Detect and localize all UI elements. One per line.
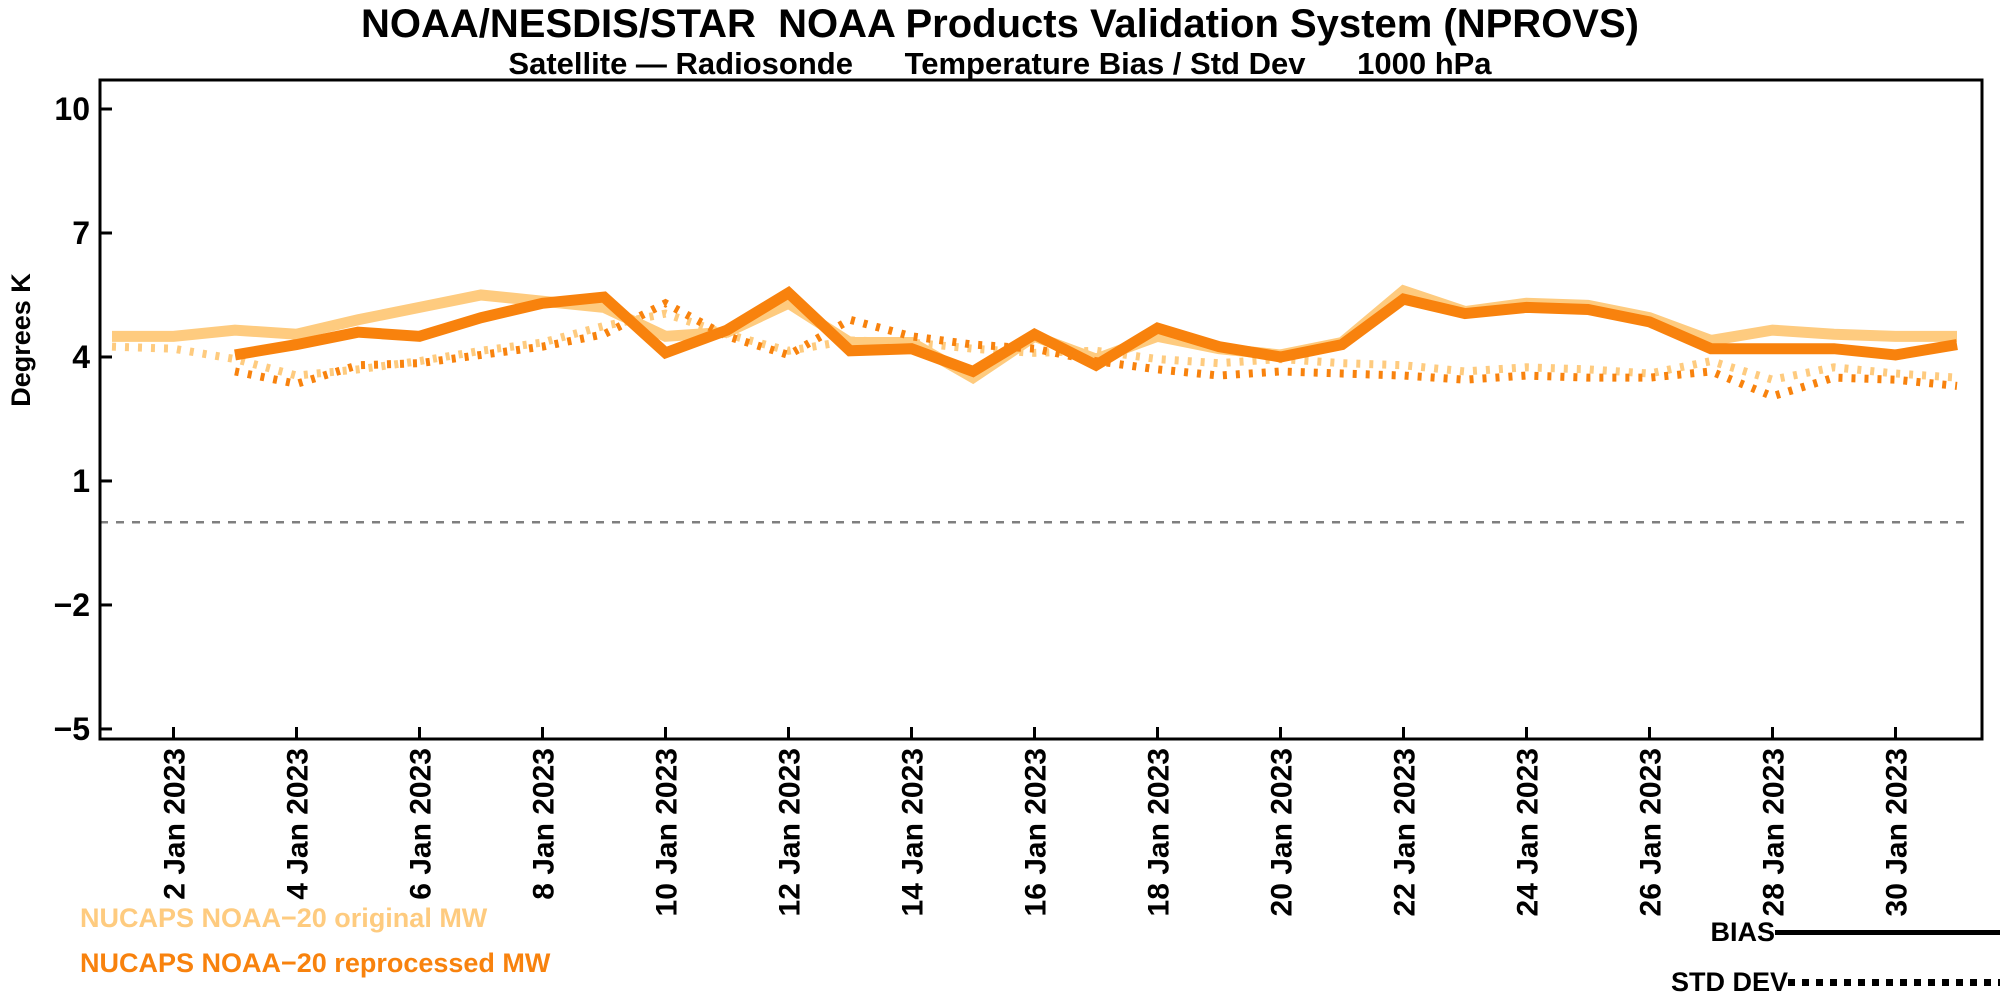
legend-stddev-label: STD DEV (1670, 967, 1788, 997)
legend-series-original: NUCAPS NOAA−20 original MW (80, 903, 488, 933)
x-tick-label: 22 Jan 2023 (1389, 748, 1422, 916)
y-tick-label: −5 (54, 711, 90, 747)
x-tick-label: 12 Jan 2023 (774, 748, 807, 916)
y-axis-label: Degrees K (6, 273, 36, 407)
chart-subtitle: Satellite — Radiosonde Temperature Bias … (508, 46, 1492, 81)
x-tick-label: 26 Jan 2023 (1635, 748, 1668, 916)
x-tick-label: 2 Jan 2023 (159, 748, 192, 900)
y-tick-label: 4 (72, 339, 90, 375)
legend-series-reprocessed: NUCAPS NOAA−20 reprocessed MW (80, 948, 551, 978)
legend-stddev-row: STD DEV (1671, 967, 2000, 998)
stddev-dotted-line-sample (1788, 979, 2000, 986)
x-tick-label: 6 Jan 2023 (405, 748, 438, 900)
y-tick-label: −2 (54, 587, 90, 623)
x-tick-label: 28 Jan 2023 (1758, 748, 1791, 916)
x-tick-label: 24 Jan 2023 (1512, 748, 1545, 916)
x-tick-label: 10 Jan 2023 (651, 748, 684, 916)
x-tick-label: 16 Jan 2023 (1020, 748, 1053, 916)
y-tick-label: 1 (72, 463, 90, 499)
x-tick-label: 14 Jan 2023 (897, 748, 930, 916)
legend-bias-label: BIAS (1710, 917, 1775, 947)
series-line-2-stddev (111, 309, 1958, 384)
legend-bias-row: BIAS (1710, 917, 2000, 948)
x-tick-label: 8 Jan 2023 (528, 748, 561, 900)
x-tick-label: 20 Jan 2023 (1266, 748, 1299, 916)
y-tick-label: 7 (72, 215, 90, 251)
bias-solid-line-sample (1775, 930, 2000, 935)
x-tick-label: 4 Jan 2023 (282, 748, 315, 900)
y-tick-label: 10 (54, 91, 90, 127)
x-tick-label: 30 Jan 2023 (1881, 748, 1914, 916)
axes-frame (98, 78, 1984, 741)
x-tick-label: 18 Jan 2023 (1143, 748, 1176, 916)
series-line-3-bias (234, 286, 1958, 378)
chart-title: NOAA/NESDIS/STAR NOAA Products Validatio… (361, 2, 1639, 46)
series-line-4-stddev (234, 298, 1958, 401)
